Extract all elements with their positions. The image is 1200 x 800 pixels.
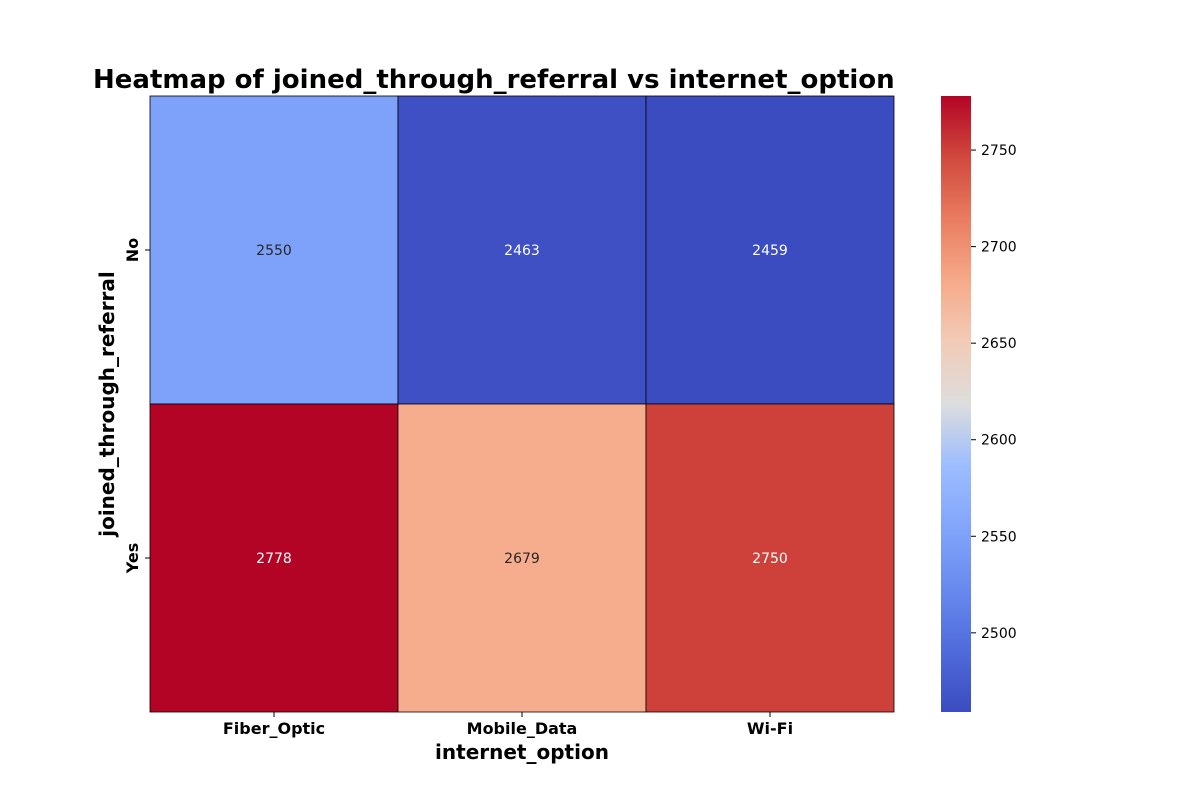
heatmap-cell <box>645 95 895 405</box>
chart-title: Heatmap of joined_through_referral vs in… <box>93 65 895 95</box>
heatmap-cells: 2550 2463 2459 2778 2679 2750 <box>149 95 895 713</box>
heatmap-cell <box>397 95 647 405</box>
colorbar-tick-label: 2550 <box>981 529 1017 545</box>
colorbar-tick-label: 2700 <box>981 240 1017 256</box>
heatmap-cell <box>397 403 647 713</box>
heatmap-cell <box>149 403 399 713</box>
cell-value-label: 2550 <box>256 243 292 259</box>
colorbar: 2500 2550 2600 2650 2700 2750 <box>941 96 1017 712</box>
y-tick-label: No <box>123 238 142 262</box>
y-tick-label: Yes <box>123 543 142 575</box>
colorbar-bar <box>941 96 971 712</box>
colorbar-tick-label: 2600 <box>981 433 1017 449</box>
x-axis-ticks: Fiber_Optic Mobile_Data Wi-Fi <box>223 712 793 738</box>
cell-value-label: 2679 <box>504 551 540 567</box>
x-tick-label: Mobile_Data <box>467 719 578 738</box>
x-axis-label: internet_option <box>435 740 609 764</box>
heatmap-cell <box>149 95 399 405</box>
cell-value-label: 2750 <box>752 551 788 567</box>
cell-value-label: 2463 <box>504 243 540 259</box>
cell-value-label: 2778 <box>256 551 292 567</box>
y-axis-label: joined_through_referral <box>95 271 119 538</box>
colorbar-tick-label: 2500 <box>981 626 1017 642</box>
colorbar-tick-label: 2750 <box>981 143 1017 159</box>
y-axis-ticks: No Yes <box>123 238 150 574</box>
x-tick-label: Wi-Fi <box>747 719 793 738</box>
x-tick-label: Fiber_Optic <box>223 719 325 738</box>
colorbar-tick-label: 2650 <box>981 336 1017 352</box>
heatmap-cell <box>645 403 895 713</box>
cell-value-label: 2459 <box>752 243 788 259</box>
